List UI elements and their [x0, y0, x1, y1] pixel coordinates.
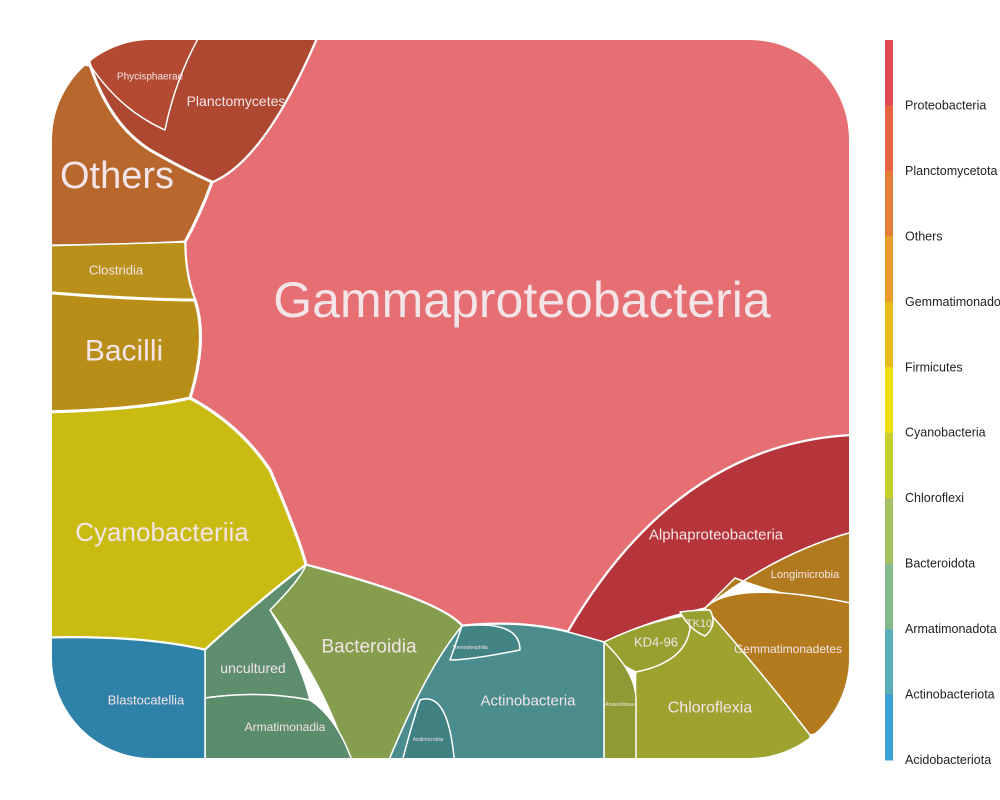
treemap-cell-label: Gammaproteobacteria — [273, 272, 771, 328]
legend-swatch — [885, 170, 893, 237]
treemap-cell-label: Phycisphaerae — [117, 72, 184, 83]
legend-label: Firmicutes — [905, 360, 963, 374]
legend-swatch — [885, 498, 893, 565]
legend-swatch — [885, 40, 893, 106]
treemap-cell-longimicrobia — [704, 529, 849, 609]
legend-swatch — [885, 694, 893, 761]
treemap-cell-label: Blastocatellia — [108, 693, 185, 708]
treemap-cell-label: Anaerolineae — [605, 702, 635, 708]
treemap-cells — [52, 40, 849, 758]
treemap-cell-tk10 — [679, 609, 714, 637]
legend-swatch — [885, 236, 893, 303]
legend-swatch — [885, 301, 893, 368]
treemap-cell-label: uncultured — [220, 660, 285, 676]
legend-label: Actinobacteriota — [905, 688, 995, 702]
legend-swatch — [885, 105, 893, 172]
treemap-cell-label: Actinobacteria — [480, 693, 576, 710]
legend-label: Bacteroidota — [905, 557, 975, 571]
treemap-cell-label: Bacteroidia — [321, 637, 416, 658]
treemap-cell-label: KD4-96 — [634, 635, 678, 650]
treemap-cell-label: Alphaproteobacteria — [649, 527, 784, 544]
treemap-cell-label: Bacilli — [85, 335, 163, 368]
treemap-cell-acidimicrobiia — [399, 698, 456, 758]
legend-label: Cyanobacteria — [905, 426, 986, 440]
legend-label: Gemmatimonadota — [905, 295, 1000, 309]
treemap-cell-label: TK10 — [686, 618, 712, 630]
legend-label: Others — [905, 229, 943, 243]
legend-label: Planctomycetota — [905, 164, 997, 178]
treemap-cell-label: Clostridia — [89, 263, 144, 278]
treemap-cell-label: Longimicrobia — [771, 569, 840, 581]
treemap-labels: Gammaproteobacteria Alphaproteobacteria Pl… — [60, 72, 842, 744]
legend-label: Chloroflexi — [905, 491, 964, 505]
legend: Proteobacteria Planctomycetota Others Gemma… — [885, 40, 1000, 767]
treemap-cell-anaerolineae — [603, 641, 637, 758]
treemap-cell-label: Gemmatimonadetes — [734, 642, 842, 656]
treemap-cell-label: Cyanobacteriia — [75, 517, 249, 547]
treemap-cell-label: Armatimonadia — [245, 720, 326, 734]
legend-label: Armatimonadota — [905, 622, 997, 636]
legend-swatch — [885, 629, 893, 696]
legend-label: Proteobacteria — [905, 98, 986, 112]
legend-label: Acidobacteriota — [905, 753, 991, 767]
treemap-cell-thermoleophilia — [449, 624, 521, 661]
treemap-cell-label: Planctomycetes — [187, 93, 286, 109]
legend-swatch — [885, 563, 893, 630]
treemap-cell-label: Others — [60, 155, 174, 197]
treemap-cell-armatimonadia — [204, 693, 356, 758]
treemap-cell-label: Thermoleophilia — [452, 645, 488, 651]
legend-swatch — [885, 367, 893, 434]
treemap-cell-label: Acidimicrobiia — [413, 737, 444, 743]
treemap-cell-label: Chloroflexia — [668, 700, 753, 717]
legend-swatch — [885, 432, 893, 499]
treemap-cell-phycisphaerae — [89, 40, 201, 131]
